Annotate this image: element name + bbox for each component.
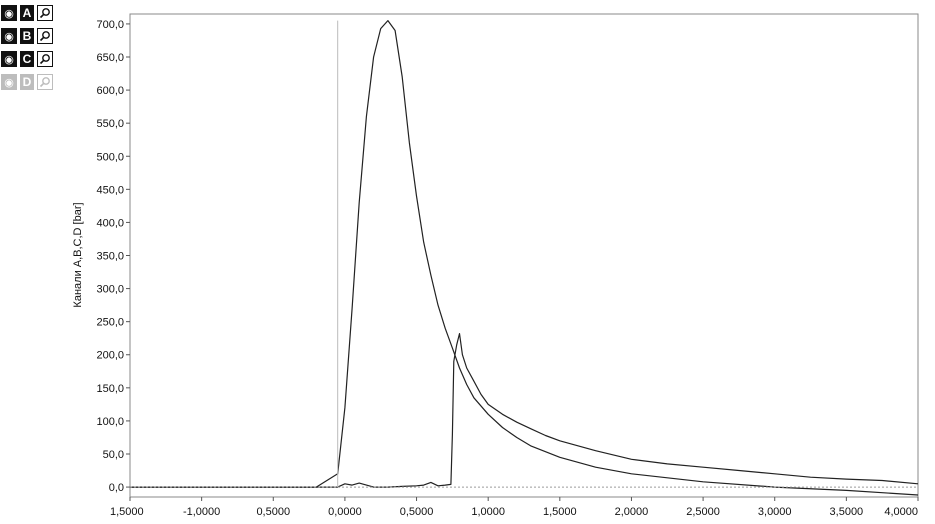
x-tick-label: 4,0000 (884, 506, 918, 518)
y-tick-label: 500,0 (96, 151, 124, 163)
channel-letter: B (20, 28, 34, 44)
y-tick-label: 0,0 (109, 482, 124, 494)
y-tick-label: 700,0 (96, 19, 124, 31)
x-tick-label: 2,0000 (615, 506, 649, 518)
plot-area-frame (129, 13, 919, 498)
x-tick-label: 0,5000 (400, 506, 434, 518)
y-tick-label: 350,0 (96, 251, 124, 263)
eye-icon[interactable]: ◉ (1, 28, 17, 44)
magnifier-icon[interactable] (37, 51, 53, 67)
y-tick-label: 550,0 (96, 118, 124, 130)
x-tick-label: 3,0000 (758, 506, 792, 518)
y-tick-label: 650,0 (96, 52, 124, 64)
series-layer (130, 20, 919, 496)
magnifier-icon[interactable] (37, 28, 53, 44)
x-tick-label: 1,0000 (471, 506, 505, 518)
x-tick-label: 3,5000 (830, 506, 864, 518)
x-axis-ticks: 1,5000 -1,0000 0,5000 0,0000 0,5000 1,0000 1,5… (110, 497, 919, 518)
x-tick-label: -1,0000 (183, 506, 220, 518)
magnifier-icon[interactable] (37, 74, 53, 90)
y-axis-ticks: 0,0 50,0 100,0 150,0 200,0 250,0 300,0 350,0 400… (96, 19, 130, 494)
y-tick-label: 450,0 (96, 184, 124, 196)
y-tick-label: 50,0 (103, 449, 124, 461)
y-tick-label: 400,0 (96, 217, 124, 229)
series-line-1 (130, 20, 919, 496)
channel-toolbar: ◉ A ◉ B ◉ C ◉ D (1, 3, 53, 95)
x-tick-label: 0,0000 (328, 506, 362, 518)
y-tick-label: 300,0 (96, 284, 124, 296)
x-tick-label: 1,5000 (543, 506, 577, 518)
x-tick-label: 2,5000 (686, 506, 720, 518)
eye-icon[interactable]: ◉ (1, 5, 17, 21)
channel-row-a: ◉ A (1, 3, 53, 23)
channel-letter: D (20, 74, 34, 90)
y-axis-title: Канали A,B,C,D [bar] (72, 202, 84, 307)
channel-row-c: ◉ C (1, 49, 53, 69)
y-tick-label: 600,0 (96, 85, 124, 97)
y-tick-label: 250,0 (96, 317, 124, 329)
channel-letter: C (20, 51, 34, 67)
eye-icon[interactable]: ◉ (1, 74, 17, 90)
channel-row-b: ◉ B (1, 26, 53, 46)
x-tick-label: 1,5000 (110, 506, 144, 518)
x-tick-label: 0,5000 (256, 506, 290, 518)
y-tick-label: 150,0 (96, 383, 124, 395)
magnifier-icon[interactable] (37, 5, 53, 21)
eye-icon[interactable]: ◉ (1, 51, 17, 67)
y-tick-label: 200,0 (96, 350, 124, 362)
channel-row-d: ◉ D (1, 72, 53, 92)
channel-letter: A (20, 5, 34, 21)
y-tick-label: 100,0 (96, 416, 124, 428)
